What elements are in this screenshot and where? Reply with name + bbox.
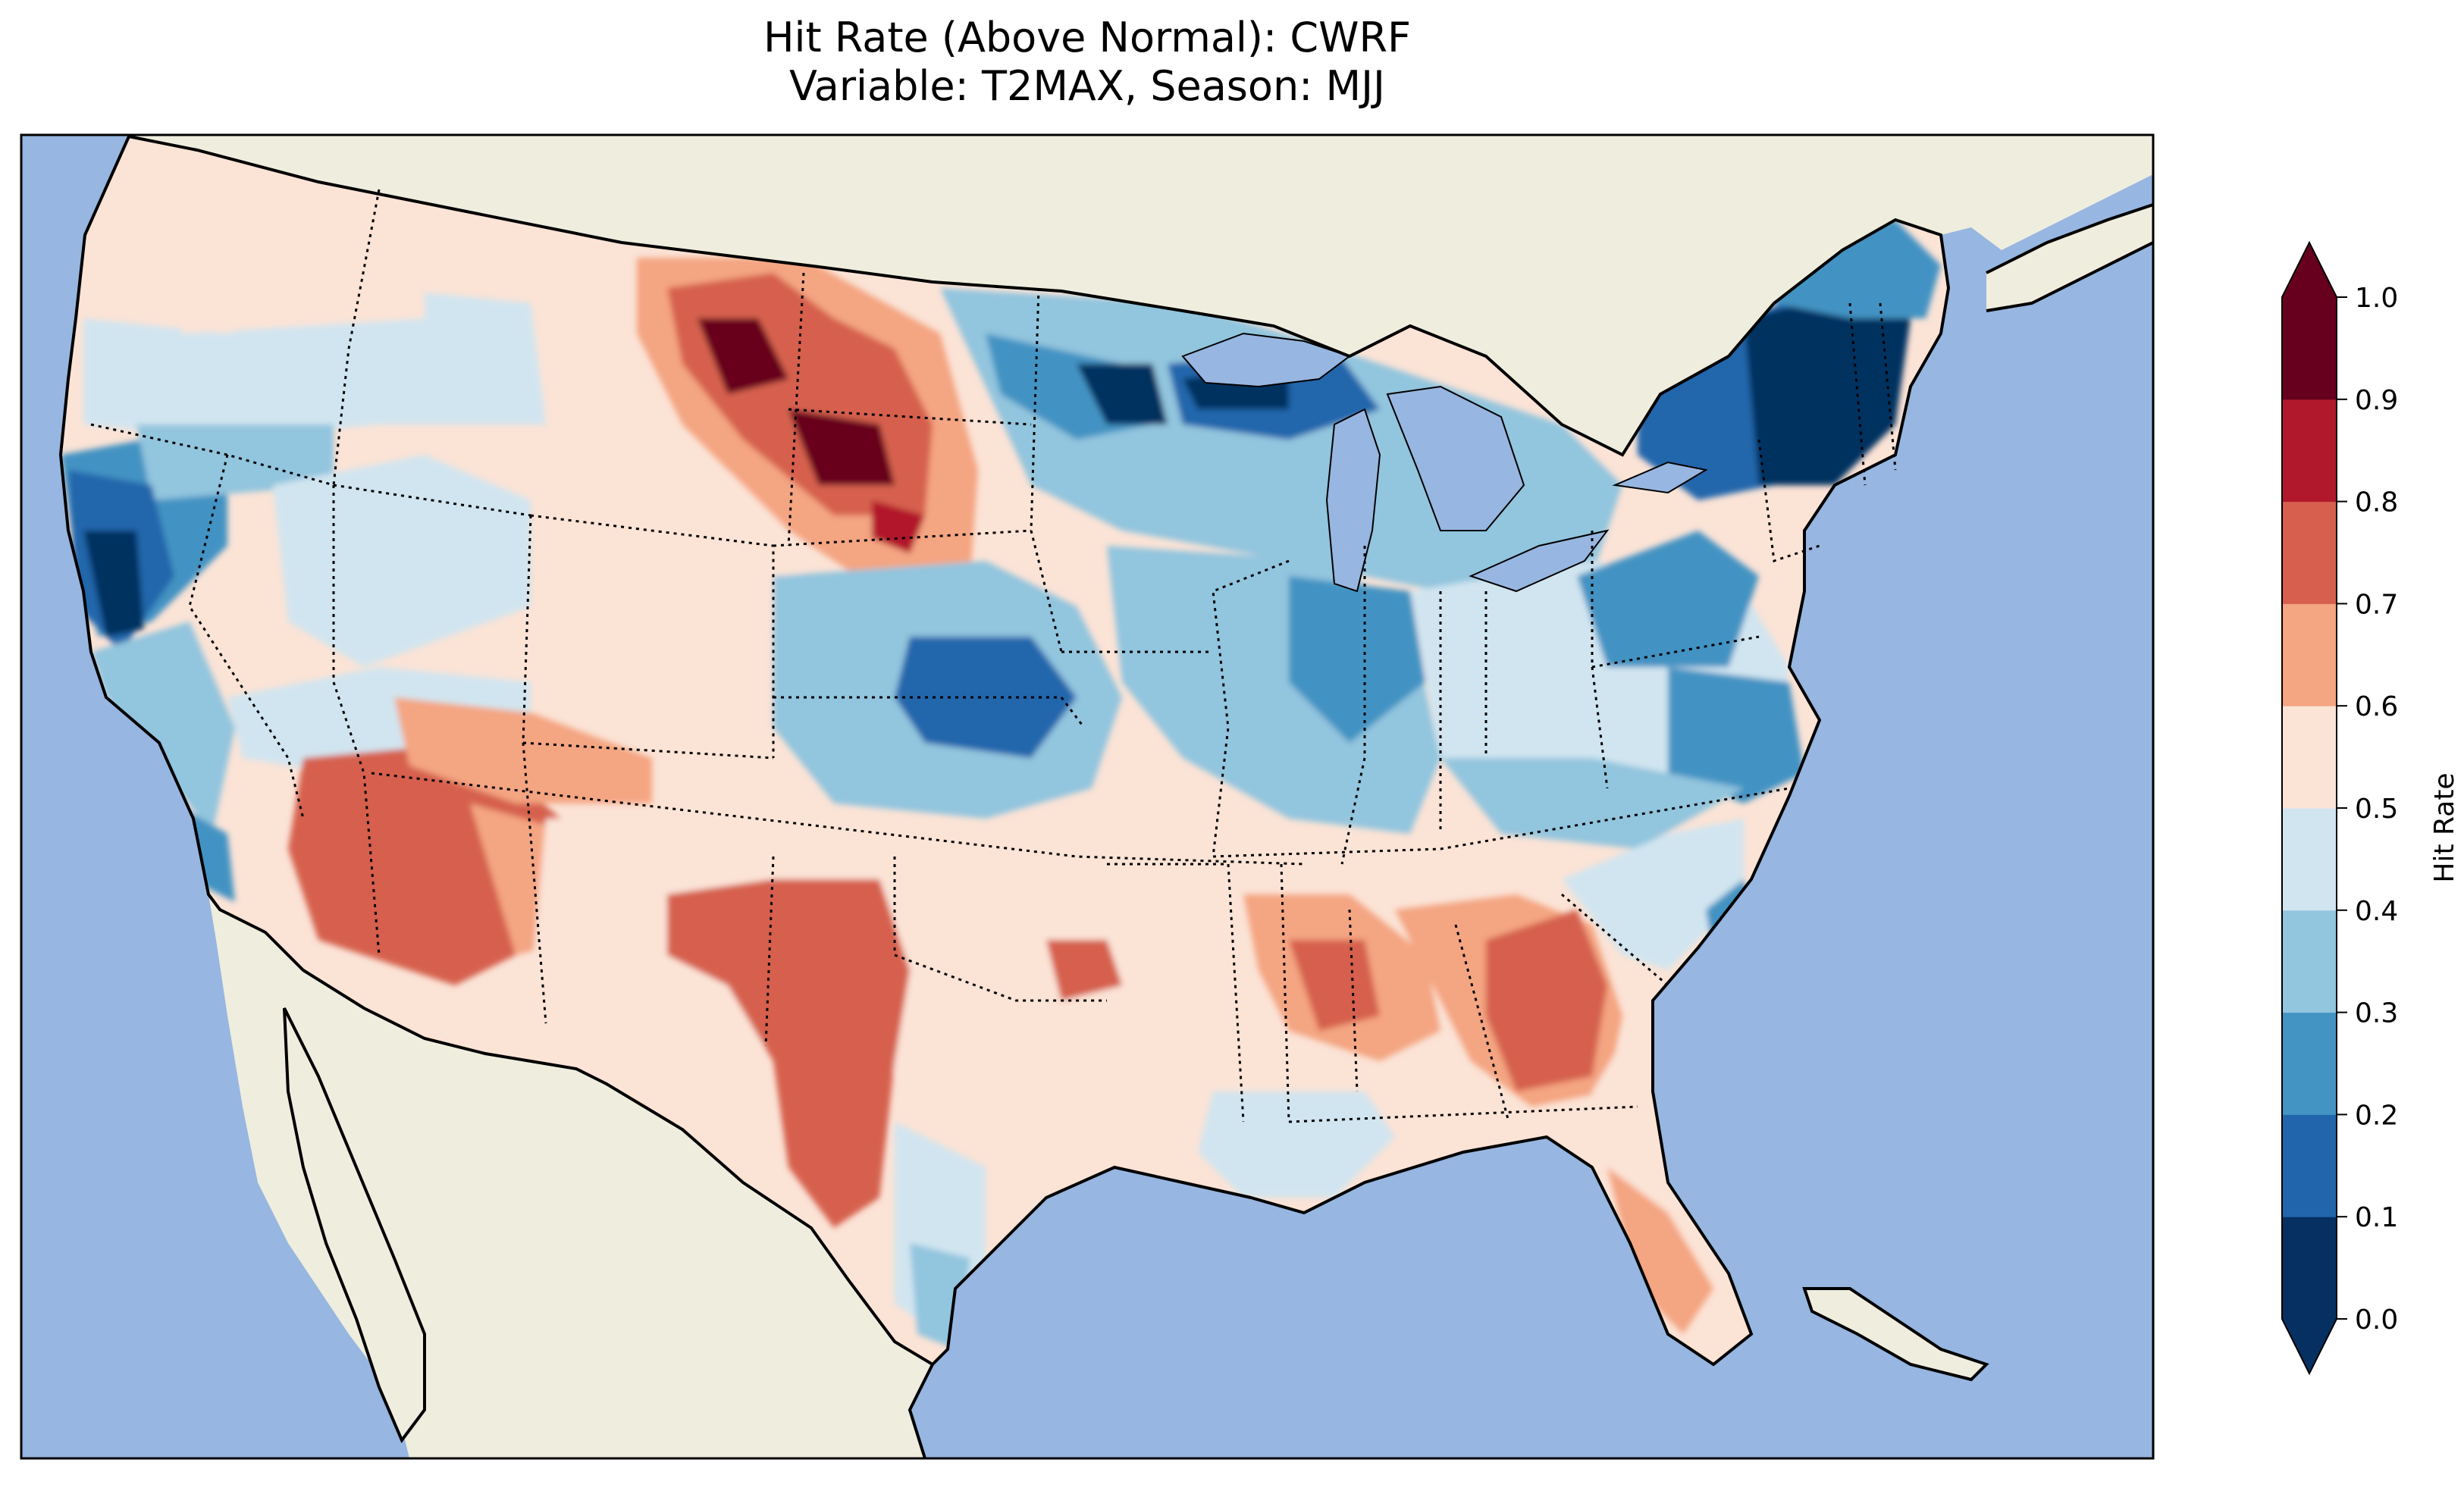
hit-rate-cell — [1607, 1167, 1713, 1334]
hit-rate-cell — [1744, 288, 1911, 485]
colorbar-tick-label: 0.4 — [2355, 896, 2398, 927]
colorbar-band — [2282, 399, 2337, 503]
hit-rate-cell — [1046, 940, 1122, 1001]
colorbar-band — [2282, 1217, 2337, 1320]
maritimes-coast — [1986, 203, 2153, 312]
map-frame — [20, 133, 2155, 1460]
hit-rate-cell — [273, 455, 531, 667]
hit-rate-cell — [546, 470, 804, 622]
colorbar-band — [2282, 603, 2337, 706]
cuba-coast — [1802, 1287, 1989, 1382]
hit-rate-cell — [83, 531, 144, 637]
colorbar-band — [2282, 910, 2337, 1013]
hit-rate-cell — [1289, 940, 1380, 1031]
hit-rate-cell — [136, 424, 334, 500]
hit-rate-cell — [288, 743, 561, 985]
colorbar-bands — [2281, 240, 2337, 1376]
hit-rate-cell — [667, 879, 910, 1228]
title-line-1: Hit Rate (Above Normal): CWRF — [763, 14, 1412, 61]
hit-rate-cell — [1198, 1092, 1395, 1198]
hit-rate-cell — [1289, 576, 1425, 743]
hit-rate-cell — [1486, 910, 1607, 1092]
great-lakes — [1181, 332, 1708, 593]
colorbar-band — [2282, 1114, 2337, 1217]
hit-rate-field — [61, 212, 1941, 1349]
colorbar-band — [2282, 1012, 2337, 1115]
hit-rate-cell — [1077, 364, 1168, 424]
hit-rate-cell — [91, 622, 235, 834]
colorbar-ticks: 0.0 0.1 0.2 0.3 0.4 0.5 0.6 0.7 0.8 0.9 1.0 — [2337, 283, 2398, 1336]
hit-rate-cell — [788, 409, 895, 485]
map-title: Hit Rate (Above Normal): CWRF Variable: … — [21, 14, 2153, 111]
colorbar-tick-label: 0.9 — [2355, 385, 2398, 416]
colorbar-band — [2282, 808, 2337, 911]
canada-land — [129, 135, 2153, 455]
mexico-gulf-coast — [908, 1364, 934, 1458]
hit-rate-cell — [1562, 819, 1744, 970]
hit-rate-cell — [872, 500, 925, 553]
colorbar-band — [2282, 297, 2337, 400]
colorbar-tick-label: 0.7 — [2355, 589, 2398, 620]
hit-rate-cell — [83, 288, 546, 440]
hit-rate-cell — [698, 318, 788, 394]
colorbar-tick-label: 0.6 — [2355, 691, 2398, 722]
colorbar-tick-label: 0.5 — [2355, 794, 2398, 825]
colorbar-extend-low — [2282, 1319, 2337, 1373]
colorbar-extend-high — [2282, 243, 2337, 297]
colorbar-tick-label: 0.2 — [2355, 1100, 2398, 1131]
baja-coast — [283, 1007, 426, 1443]
baja-land — [284, 1008, 425, 1440]
colorbar-band — [2282, 501, 2337, 604]
hit-rate-cell — [1440, 758, 1744, 849]
colorbar-tick-label: 1.0 — [2355, 283, 2398, 314]
colorbar-tick-label: 0.8 — [2355, 487, 2398, 518]
hit-rate-cell — [1577, 531, 1759, 667]
cuba-land — [1804, 1289, 1986, 1380]
colorbar-tick-label: 0.3 — [2355, 998, 2398, 1029]
hit-rate-cell — [1668, 667, 1804, 803]
colorbar-band — [2282, 706, 2337, 809]
maritimes-land — [1986, 205, 2153, 311]
colorbar-label: Hit Rate — [2429, 772, 2460, 882]
colorbar-tick-label: 0.0 — [2355, 1305, 2398, 1336]
hit-rate-cell — [174, 212, 425, 334]
colorbar-tick-label: 0.1 — [2355, 1202, 2398, 1233]
title-line-2: Variable: T2MAX, Season: MJJ — [789, 62, 1385, 110]
